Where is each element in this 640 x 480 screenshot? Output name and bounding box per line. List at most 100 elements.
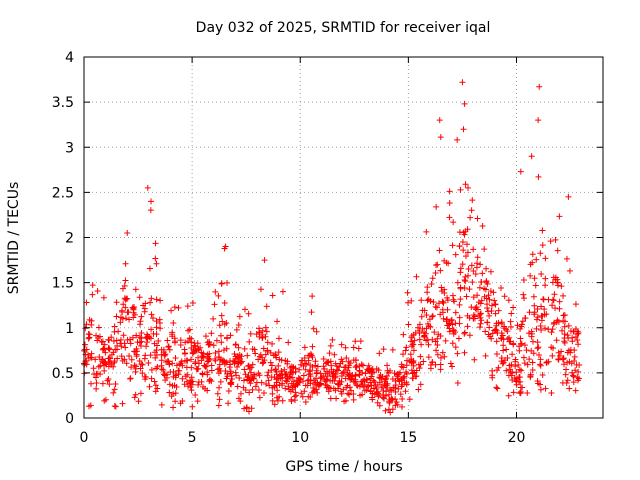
data-point [357,392,364,399]
data-point [102,349,109,356]
data-point [121,295,128,302]
data-point [416,365,423,372]
data-point [248,364,255,371]
data-point [542,282,549,289]
data-point [148,295,155,302]
data-point [538,271,545,278]
data-point [517,168,524,175]
data-point [355,345,362,352]
data-point [460,247,467,254]
data-point [526,309,533,316]
data-point [402,347,409,354]
data-point [105,375,112,382]
data-point [437,267,444,274]
data-point [376,402,383,409]
data-point [156,316,163,323]
y-tick-label: 2.5 [52,185,74,201]
data-point [184,357,191,364]
data-point [383,372,390,379]
data-point [255,356,262,363]
data-point [490,289,497,296]
data-point [287,388,294,395]
data-point [427,365,434,372]
data-point [442,337,449,344]
data-point [460,126,467,133]
data-point [286,373,293,380]
data-point [393,398,400,405]
data-point [527,272,534,279]
data-point [169,329,176,336]
data-point [304,377,311,384]
data-point [564,332,571,339]
data-point [510,389,517,396]
data-point [257,286,264,293]
data-point [252,383,259,390]
y-tick-label: 3.5 [52,95,74,111]
data-point [400,331,407,338]
data-point [537,362,544,369]
data-point [548,329,555,336]
data-point [427,298,434,305]
data-point [153,365,160,372]
data-point [138,360,145,367]
data-point [344,367,351,374]
x-axis-label: GPS time / hours [285,459,402,475]
data-point [331,351,338,358]
data-point [553,337,560,344]
data-point [287,374,294,381]
data-point [164,358,171,365]
data-point [457,186,464,193]
data-point [388,387,395,394]
data-point [276,381,283,388]
data-point [461,277,468,284]
data-point [446,188,453,195]
data-point [259,360,266,367]
data-point [385,369,392,376]
data-point [131,362,138,369]
data-point [383,388,390,395]
data-point [415,386,422,393]
data-point [521,342,528,349]
data-point [173,362,180,369]
data-point [148,366,155,373]
data-point [93,370,100,377]
data-point [260,359,267,366]
data-point [126,316,133,323]
data-point [549,326,556,333]
data-point [566,267,573,274]
data-point [189,403,196,410]
data-point [204,368,211,375]
data-point [445,322,452,329]
data-point [128,356,135,363]
data-point [327,395,334,402]
y-axis-label: SRMTID / TECUs [6,182,22,295]
data-point [564,377,571,384]
data-point [223,345,230,352]
data-point [166,361,173,368]
data-point [429,359,436,366]
data-point [111,328,118,335]
data-point [95,324,102,331]
data-point [90,365,97,372]
data-point [141,355,148,362]
data-point [464,323,471,330]
data-point [166,346,173,353]
data-point [273,376,280,383]
data-point [484,304,491,311]
data-point [535,344,542,351]
data-point [529,359,536,366]
data-point [574,377,581,384]
data-point [265,369,272,376]
data-point [535,173,542,180]
data-point [524,390,531,397]
data-point [395,371,402,378]
data-point [350,390,357,397]
y-tick-label: 2 [65,231,74,247]
data-point [165,343,172,350]
data-point [213,337,220,344]
data-point [417,361,424,368]
data-point [516,389,523,396]
data-point [266,382,273,389]
data-point [505,392,512,399]
data-point [364,383,371,390]
